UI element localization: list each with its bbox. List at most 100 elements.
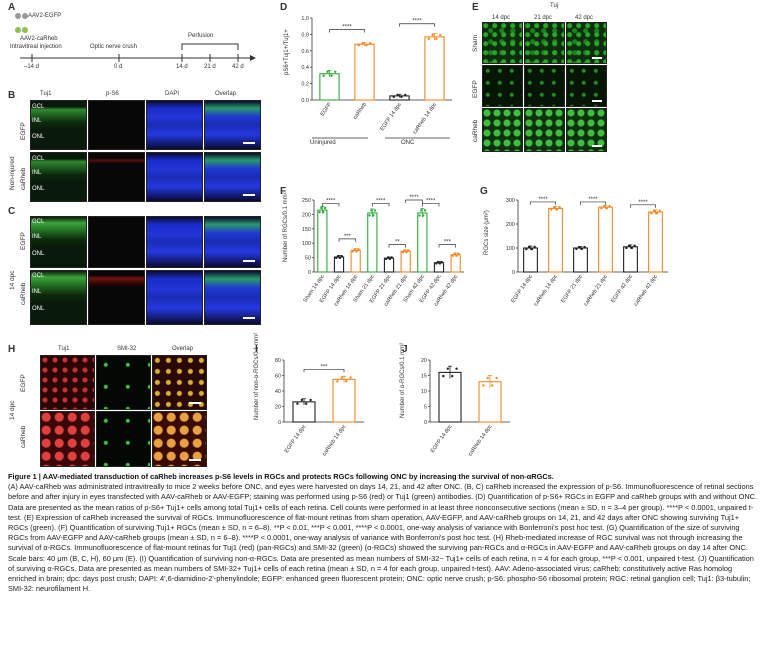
panel-label-b: B <box>8 90 16 101</box>
data-point <box>431 33 434 37</box>
x-tick-label: EGFP 21 dpc <box>560 274 584 305</box>
timepoint-label: 14 d <box>176 64 188 70</box>
data-point <box>351 250 355 253</box>
col-header-14dpc: 14 dpc <box>492 15 511 21</box>
scale-bar <box>592 57 602 59</box>
data-point <box>403 249 406 252</box>
caption-title: Figure 1 | AAV-mediated transduction of … <box>8 472 554 481</box>
bar <box>417 212 428 273</box>
data-point <box>334 70 337 73</box>
data-point <box>369 42 372 45</box>
col-header-dapi: DAPI <box>165 91 180 97</box>
significance-bracket <box>399 23 435 27</box>
micrograph-b-egfp-dapi <box>146 100 203 150</box>
y-tick-label: 200 <box>302 212 311 218</box>
data-point <box>373 209 377 212</box>
layer-inl: INL <box>32 234 42 240</box>
data-point <box>392 95 395 99</box>
row-group-14dpc: 14 dpc <box>9 400 16 420</box>
bar <box>450 254 461 273</box>
panel-label-e: E <box>472 2 479 13</box>
scale-bar <box>189 402 201 404</box>
data-point <box>357 44 360 47</box>
data-point <box>650 212 653 215</box>
x-tick-label: caRheb 21 dpc <box>583 274 609 308</box>
y-tick-label: 15 <box>421 374 427 380</box>
data-point <box>446 367 449 370</box>
row-label-carheb: caRheb <box>20 167 27 190</box>
micrograph-e-egfp-21dpc <box>524 65 565 107</box>
y-tick-label: 200 <box>506 222 515 228</box>
data-point <box>577 245 581 249</box>
perfusion-label: Perfusion <box>188 33 214 39</box>
micrograph-e-egfp-14dpc <box>482 65 523 107</box>
micrograph-c-egfp-tuj1 <box>30 216 87 268</box>
virus-particle-icon <box>22 13 28 19</box>
x-tick-label: EGFP 14 dpc <box>430 424 454 455</box>
data-point <box>330 74 333 77</box>
micrograph-b-carheb-ps6 <box>88 152 145 202</box>
y-tick-label: 0 <box>424 420 427 426</box>
significance-label: **** <box>409 195 419 201</box>
bar <box>523 247 538 273</box>
data-point <box>455 367 458 370</box>
bar <box>333 256 345 273</box>
x-tick-label: caRheb 14 dpc <box>533 274 559 308</box>
panel-i-ylabel: Number of non-α-RGCs/0.1 mm² <box>254 332 260 420</box>
data-point <box>418 214 421 217</box>
data-point <box>600 207 603 210</box>
y-tick-label: 10 <box>421 389 427 395</box>
panel-label-c: C <box>8 206 16 217</box>
y-tick-label: 5 <box>424 405 427 411</box>
y-tick-label: 0.4 <box>301 65 309 71</box>
data-point <box>305 402 308 405</box>
data-point <box>322 74 325 77</box>
timeline-arrowhead <box>250 55 256 61</box>
significance-bracket <box>438 244 457 248</box>
data-point <box>451 374 454 378</box>
y-tick-label: 40 <box>275 389 281 395</box>
x-tick-label: EGFP 14 dpc <box>510 274 534 305</box>
data-point <box>423 209 427 212</box>
significance-label: **** <box>638 200 648 206</box>
data-point <box>436 260 440 264</box>
data-point <box>608 204 611 208</box>
row-label-egfp: EGFP <box>20 122 27 140</box>
layer-gcl: GCL <box>32 156 45 162</box>
data-point <box>390 256 393 259</box>
data-point <box>335 256 338 260</box>
col-header-21dpc: 21 dpc <box>534 15 553 21</box>
data-point <box>361 42 364 45</box>
bar <box>367 212 378 273</box>
y-tick-label: 100 <box>506 246 515 252</box>
data-point <box>580 247 584 251</box>
data-point <box>396 93 399 97</box>
scale-bar <box>243 260 255 262</box>
figure-caption: Figure 1 | AAV-mediated transduction of … <box>8 472 758 594</box>
significance-label: **** <box>588 197 598 203</box>
data-point <box>575 247 578 251</box>
significance-label: **** <box>376 198 386 204</box>
y-tick-label: 300 <box>506 198 515 204</box>
data-point <box>453 252 456 255</box>
data-point <box>372 214 375 217</box>
data-point <box>627 244 631 247</box>
row-label-carheb: caRheb <box>472 119 479 142</box>
row-label-egfp: EGFP <box>20 374 27 392</box>
data-point <box>340 376 343 379</box>
data-point <box>583 245 586 249</box>
data-point <box>407 249 410 252</box>
panel-label-d: D <box>280 2 288 13</box>
virus-particle-icon <box>22 27 28 33</box>
data-point <box>368 214 371 217</box>
micrograph-b-carheb-tuj1 <box>30 152 87 202</box>
significance-bracket <box>630 204 656 208</box>
scale-bar <box>243 317 255 319</box>
data-point <box>388 257 392 261</box>
micrograph-b-egfp-ps6 <box>88 100 145 150</box>
micrograph-c-carheb-ps6 <box>88 270 145 325</box>
y-tick-label: 150 <box>302 227 311 233</box>
y-tick-label: 80 <box>275 358 281 364</box>
x-tick-label: caRheb <box>352 102 368 121</box>
